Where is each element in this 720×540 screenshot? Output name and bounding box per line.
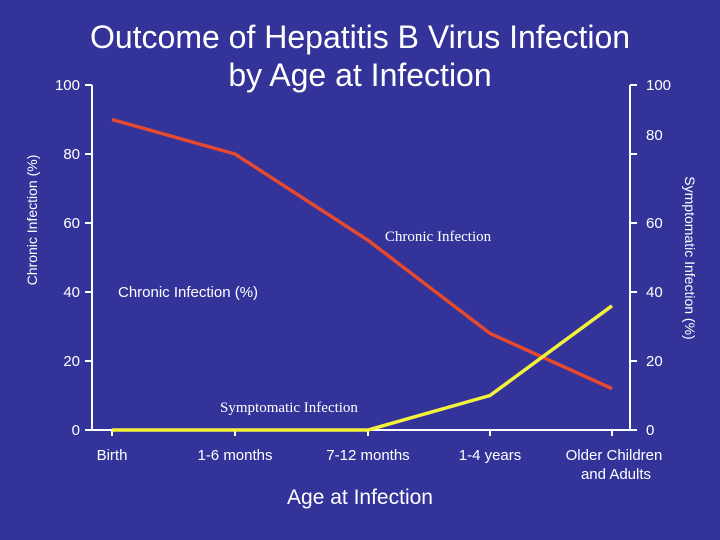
chart-title: Outcome of Hepatitis B Virus Infection b… [60, 18, 660, 94]
y-tick-label-right: 100 [646, 77, 671, 94]
y-tick-label-right: 0 [646, 422, 654, 439]
y-tick-label-right: 20 [646, 353, 663, 370]
y-tick-label-left: 80 [63, 146, 80, 163]
y-tick-label-left: 100 [55, 77, 80, 94]
annotation-chronic-infection-pct: Chronic Infection (%) [118, 284, 258, 301]
y-tick-label-left: 0 [72, 422, 80, 439]
y-tick-label-right: 80 [646, 127, 663, 144]
y-tick-label-left: 20 [63, 353, 80, 370]
y-tick-label-right: 40 [646, 284, 663, 301]
series-line-chronic [111, 117, 613, 391]
x-tick-label: 1-4 years [459, 447, 522, 464]
x-tick-label: 1-6 months [197, 447, 272, 464]
y-tick-label-left: 40 [63, 284, 80, 301]
chart-title-line2: by Age at Infection [228, 57, 492, 93]
x-tick-label: 7-12 months [326, 447, 409, 464]
x-tick-label: Older Children and Adults [566, 447, 663, 483]
y-tick-label-right: 60 [646, 215, 663, 232]
series-line-symptomatic [112, 304, 614, 432]
y-axis-left-label: Chronic Infection (%) [24, 154, 40, 286]
x-tick-label: Birth [97, 447, 128, 464]
y-axis-right-label: Symptomatic Infection (%) [682, 176, 698, 340]
annotation-symptomatic-infection: Symptomatic Infection [220, 400, 358, 416]
chart-title-line1: Outcome of Hepatitis B Virus Infection [89, 19, 631, 55]
annotation-chronic-infection: Chronic Infection [385, 229, 492, 245]
y-tick-label-left: 60 [63, 215, 80, 232]
x-axis-label: Age at Infection [287, 486, 433, 509]
